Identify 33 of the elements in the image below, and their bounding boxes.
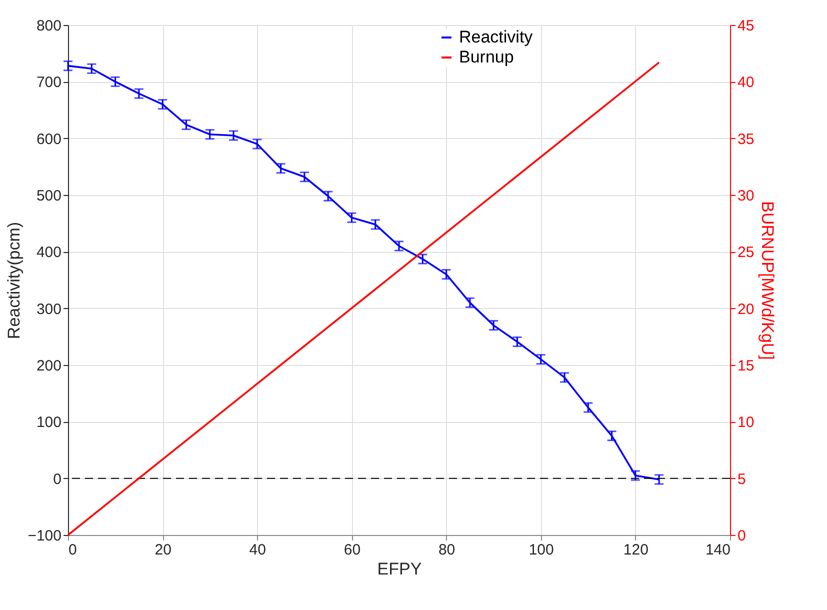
y-tick-label: 100	[36, 414, 62, 432]
y-tick-label: 700	[36, 74, 62, 92]
y-tick-label: 200	[36, 358, 62, 374]
legend-label: Reactivity	[459, 28, 534, 46]
x-tick-label: 120	[623, 542, 648, 558]
y2-axis-title: BURNUP[MWd/KgU]	[758, 201, 778, 360]
y2-tick-label: 10	[738, 414, 754, 432]
y2-tick-label: 40	[738, 74, 754, 92]
y2-tick-label: 20	[738, 300, 754, 318]
x-tick-label: 60	[344, 542, 361, 558]
x-tick-label: 100	[528, 542, 554, 558]
y-tick-label: 500	[36, 188, 62, 204]
x-tick-label: 140	[705, 542, 730, 558]
y2-tick-label: 5	[738, 470, 746, 488]
y2-tick-label: 30	[738, 188, 754, 204]
y-tick-label: 300	[36, 300, 62, 318]
x-tick-label: 20	[154, 542, 172, 558]
y2-tick-label: 45	[738, 18, 754, 34]
x-tick-label: 0	[68, 542, 77, 558]
y-axis-title: Reactivity(pcm)	[4, 222, 24, 340]
y2-tick-label: 0	[738, 528, 746, 544]
y2-tick-label: 15	[738, 358, 754, 374]
y2-tick-label: 25	[738, 244, 754, 262]
y-tick-label: 0	[53, 470, 62, 488]
y2-tick-label: 35	[738, 130, 754, 148]
y-tick-label: 800	[36, 18, 62, 34]
x-tick-label: 40	[249, 542, 266, 558]
y-tick-label: 600	[36, 130, 62, 148]
x-axis-title: EFPY	[377, 560, 422, 578]
y-tick-label: 400	[36, 244, 62, 262]
legend-label: Burnup	[459, 48, 514, 66]
x-tick-label: 80	[438, 542, 456, 558]
y-tick-label: −100	[28, 528, 62, 544]
